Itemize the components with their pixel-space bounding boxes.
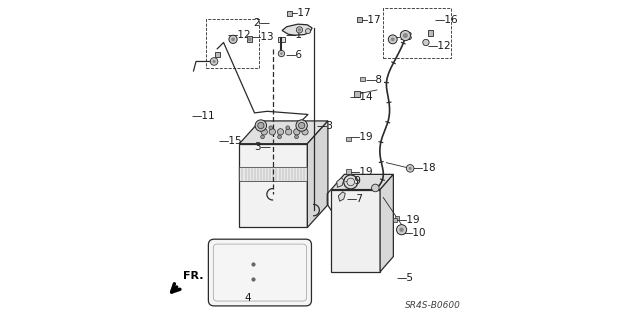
Text: —19: —19 <box>397 215 420 225</box>
Text: 4: 4 <box>244 293 251 303</box>
Circle shape <box>406 165 414 172</box>
Circle shape <box>423 39 429 46</box>
Circle shape <box>408 167 412 170</box>
Polygon shape <box>239 144 307 227</box>
Circle shape <box>302 129 308 135</box>
Bar <box>239 167 307 182</box>
Polygon shape <box>307 121 328 227</box>
Text: —6: —6 <box>285 50 302 60</box>
Bar <box>346 137 351 141</box>
Text: —16: —16 <box>435 15 458 25</box>
Bar <box>246 36 252 42</box>
Text: —11: —11 <box>192 111 216 121</box>
Text: —17: —17 <box>288 8 312 19</box>
Circle shape <box>231 37 235 41</box>
Bar <box>215 52 220 57</box>
Circle shape <box>269 129 275 135</box>
Circle shape <box>229 35 237 43</box>
Circle shape <box>399 227 404 232</box>
Circle shape <box>294 135 298 139</box>
Circle shape <box>211 58 218 65</box>
Bar <box>356 17 362 22</box>
Text: —8: —8 <box>366 75 383 85</box>
Polygon shape <box>239 121 328 144</box>
Bar <box>393 218 397 222</box>
Circle shape <box>401 31 410 41</box>
Text: —5: —5 <box>397 273 413 283</box>
Text: —15: —15 <box>219 136 243 146</box>
Circle shape <box>372 184 379 192</box>
Circle shape <box>269 126 273 130</box>
Circle shape <box>278 135 282 139</box>
Circle shape <box>258 122 264 129</box>
Circle shape <box>248 37 252 41</box>
Circle shape <box>296 120 307 131</box>
Polygon shape <box>337 178 344 187</box>
Text: SR4S-B0600: SR4S-B0600 <box>405 301 461 310</box>
Circle shape <box>388 35 397 44</box>
Text: —9: —9 <box>345 176 362 186</box>
Circle shape <box>391 37 395 41</box>
Circle shape <box>347 178 355 186</box>
Bar <box>383 8 451 58</box>
Text: —19: —19 <box>349 132 372 142</box>
Text: —12: —12 <box>228 30 252 40</box>
Circle shape <box>296 27 303 33</box>
Circle shape <box>255 120 266 131</box>
Text: —17: —17 <box>357 15 381 25</box>
Circle shape <box>286 126 290 130</box>
Text: —13: —13 <box>250 32 274 42</box>
Circle shape <box>261 129 268 135</box>
Circle shape <box>260 135 264 139</box>
Polygon shape <box>282 24 312 35</box>
Circle shape <box>305 29 310 33</box>
Bar <box>205 19 259 68</box>
Circle shape <box>278 50 285 57</box>
Text: —19: —19 <box>349 167 372 176</box>
Text: —13: —13 <box>390 32 413 42</box>
Circle shape <box>212 60 216 63</box>
Bar <box>346 169 351 174</box>
Circle shape <box>403 33 408 38</box>
Polygon shape <box>331 189 380 272</box>
Text: —18: —18 <box>412 163 436 173</box>
Bar <box>354 91 360 97</box>
Bar <box>278 37 285 42</box>
Circle shape <box>277 129 284 135</box>
Text: FR.: FR. <box>183 271 204 281</box>
Text: —10: —10 <box>403 228 426 238</box>
Polygon shape <box>339 192 346 201</box>
Text: —7: —7 <box>347 194 364 204</box>
Polygon shape <box>331 174 394 189</box>
Text: 3—: 3— <box>253 142 271 152</box>
Bar <box>287 11 292 16</box>
Text: —14: —14 <box>349 92 372 102</box>
Bar <box>395 216 399 220</box>
Circle shape <box>298 122 305 129</box>
Circle shape <box>280 52 283 55</box>
Text: —3: —3 <box>316 121 333 131</box>
Text: —1: —1 <box>285 30 302 40</box>
Bar <box>360 77 365 81</box>
Text: —12: —12 <box>428 41 451 51</box>
Polygon shape <box>380 174 394 272</box>
Circle shape <box>294 129 300 135</box>
Circle shape <box>397 225 406 235</box>
Circle shape <box>285 129 292 135</box>
Circle shape <box>303 126 307 130</box>
Circle shape <box>298 28 301 32</box>
Bar <box>428 30 433 35</box>
Text: 2—: 2— <box>253 18 270 28</box>
FancyBboxPatch shape <box>209 239 312 306</box>
